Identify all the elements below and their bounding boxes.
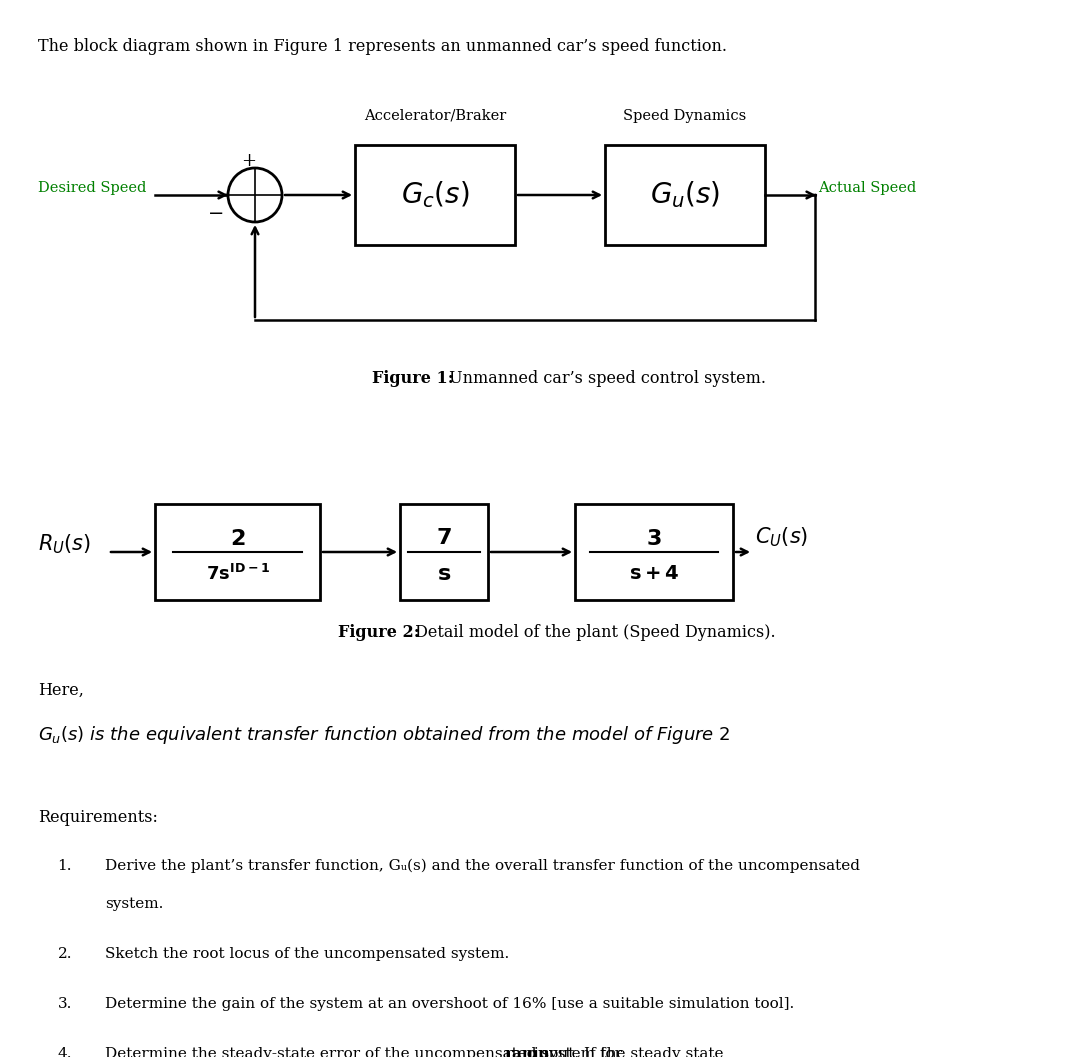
Text: Desired Speed: Desired Speed bbox=[38, 181, 146, 194]
Text: $\mathbf{s+4}$: $\mathbf{s+4}$ bbox=[628, 563, 680, 582]
Text: Accelerator/Braker: Accelerator/Braker bbox=[364, 109, 506, 123]
Text: $\mathbf{2}$: $\mathbf{2}$ bbox=[229, 528, 245, 549]
Text: $\mathit{G_u(s)}$ $\mathit{is\ the\ equivalent\ transfer\ function\ obtained\ fr: $\mathit{G_u(s)}$ $\mathit{is\ the\ equi… bbox=[38, 724, 731, 746]
Text: $\mathbf{3}$: $\mathbf{3}$ bbox=[647, 528, 662, 549]
Text: 4.: 4. bbox=[58, 1047, 71, 1057]
Text: Determine the gain of the system at an overshoot of 16% [use a suitable simulati: Determine the gain of the system at an o… bbox=[105, 997, 794, 1010]
Text: Figure 1:: Figure 1: bbox=[372, 370, 453, 387]
Text: Requirements:: Requirements: bbox=[38, 809, 158, 826]
Text: $\mathit{G_u(s)}$: $\mathit{G_u(s)}$ bbox=[650, 180, 720, 210]
Text: $\mathbf{7s^{ID-1}}$: $\mathbf{7s^{ID-1}}$ bbox=[206, 564, 270, 585]
Text: $\mathbf{s}$: $\mathbf{s}$ bbox=[436, 564, 451, 585]
Text: Figure 2:: Figure 2: bbox=[338, 624, 419, 641]
Text: Unmanned car’s speed control system.: Unmanned car’s speed control system. bbox=[444, 370, 766, 387]
Text: $\mathbf{\mathit{C_U(s)}}$: $\mathbf{\mathit{C_U(s)}}$ bbox=[755, 525, 808, 549]
Text: system.: system. bbox=[105, 897, 163, 911]
FancyBboxPatch shape bbox=[155, 504, 320, 600]
Text: 3.: 3. bbox=[58, 997, 71, 1010]
Text: Derive the plant’s transfer function, Gᵤ(s) and the overall transfer function of: Derive the plant’s transfer function, Gᵤ… bbox=[105, 859, 860, 873]
Text: The block diagram shown in Figure 1 represents an unmanned car’s speed function.: The block diagram shown in Figure 1 repr… bbox=[38, 38, 727, 55]
Text: $\mathbf{7}$: $\mathbf{7}$ bbox=[436, 527, 452, 548]
Text: −: − bbox=[208, 205, 224, 223]
Text: +: + bbox=[241, 152, 256, 170]
Text: $\mathbf{\mathit{R_U(s)}}$: $\mathbf{\mathit{R_U(s)}}$ bbox=[38, 533, 91, 556]
Text: input. If the steady state: input. If the steady state bbox=[529, 1047, 723, 1057]
FancyBboxPatch shape bbox=[355, 145, 515, 245]
Text: Detail model of the plant (Speed Dynamics).: Detail model of the plant (Speed Dynamic… bbox=[410, 624, 776, 641]
Text: 1.: 1. bbox=[58, 859, 71, 873]
Text: Actual Speed: Actual Speed bbox=[818, 181, 917, 194]
Text: Sketch the root locus of the uncompensated system.: Sketch the root locus of the uncompensat… bbox=[105, 947, 509, 961]
Text: Here,: Here, bbox=[38, 682, 84, 699]
Text: $\mathit{G_c(s)}$: $\mathit{G_c(s)}$ bbox=[401, 180, 469, 210]
FancyBboxPatch shape bbox=[400, 504, 488, 600]
Text: Speed Dynamics: Speed Dynamics bbox=[623, 109, 747, 123]
FancyBboxPatch shape bbox=[575, 504, 733, 600]
Text: Determine the steady-state error of the uncompensated system for: Determine the steady-state error of the … bbox=[105, 1047, 627, 1057]
Text: 2.: 2. bbox=[58, 947, 71, 961]
Text: ramp: ramp bbox=[505, 1047, 550, 1057]
FancyBboxPatch shape bbox=[605, 145, 765, 245]
